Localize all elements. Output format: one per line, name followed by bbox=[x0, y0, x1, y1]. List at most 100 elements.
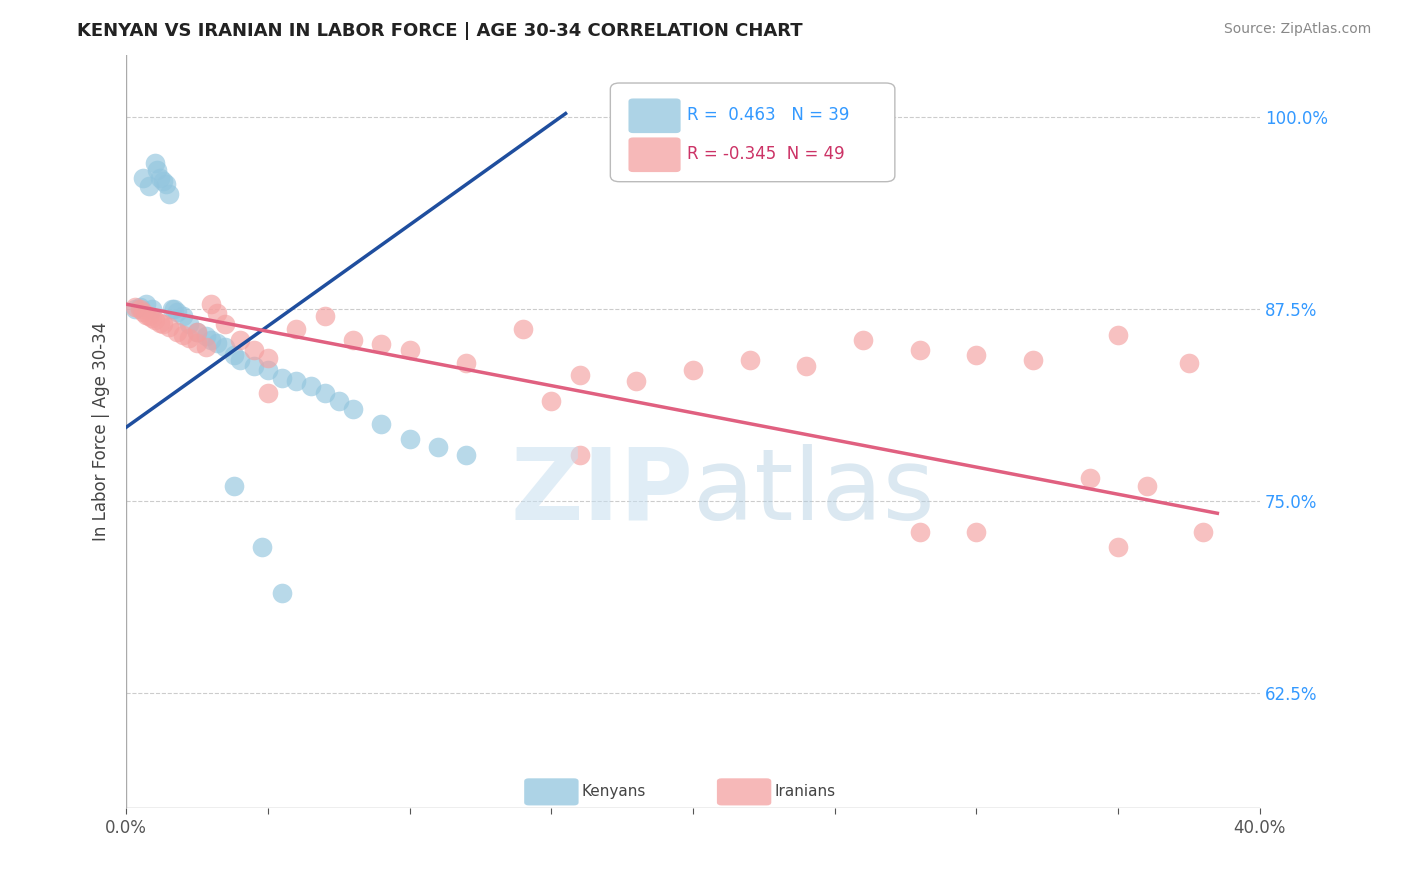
Point bbox=[1107, 540, 1129, 554]
Point bbox=[370, 417, 392, 431]
Point bbox=[540, 394, 562, 409]
Point bbox=[342, 333, 364, 347]
Point bbox=[155, 178, 177, 192]
Point bbox=[1022, 352, 1045, 367]
Point bbox=[299, 378, 322, 392]
Point bbox=[146, 163, 169, 178]
Point bbox=[852, 333, 875, 347]
Point bbox=[228, 352, 250, 367]
Point bbox=[149, 171, 172, 186]
Point bbox=[257, 351, 280, 365]
Point bbox=[398, 343, 420, 358]
Point bbox=[796, 359, 818, 373]
Point bbox=[1078, 471, 1101, 485]
Point bbox=[271, 586, 294, 600]
Point bbox=[568, 448, 591, 462]
FancyBboxPatch shape bbox=[717, 779, 772, 805]
Point bbox=[166, 305, 188, 319]
Y-axis label: In Labor Force | Age 30-34: In Labor Force | Age 30-34 bbox=[93, 322, 110, 541]
Point bbox=[163, 301, 186, 316]
Text: ZIP: ZIP bbox=[510, 443, 693, 541]
Point bbox=[135, 297, 157, 311]
Point bbox=[908, 524, 931, 539]
Point bbox=[908, 343, 931, 358]
Text: Source: ZipAtlas.com: Source: ZipAtlas.com bbox=[1223, 22, 1371, 37]
Point bbox=[143, 312, 166, 326]
Point bbox=[222, 348, 245, 362]
Point bbox=[172, 327, 194, 342]
Point bbox=[172, 310, 194, 324]
FancyBboxPatch shape bbox=[610, 83, 894, 182]
Point bbox=[257, 386, 280, 401]
Point bbox=[314, 310, 336, 324]
Text: Kenyans: Kenyans bbox=[582, 784, 647, 799]
FancyBboxPatch shape bbox=[524, 779, 579, 805]
Point bbox=[135, 308, 157, 322]
FancyBboxPatch shape bbox=[628, 98, 681, 133]
Point bbox=[328, 394, 350, 409]
Point bbox=[186, 325, 208, 339]
Text: Iranians: Iranians bbox=[775, 784, 835, 799]
Point bbox=[257, 363, 280, 377]
Point bbox=[222, 478, 245, 492]
Point bbox=[124, 301, 146, 316]
Text: R =  0.463   N = 39: R = 0.463 N = 39 bbox=[688, 106, 849, 124]
Point bbox=[129, 300, 152, 314]
Point bbox=[456, 448, 478, 462]
Point bbox=[143, 155, 166, 169]
Point bbox=[166, 325, 188, 339]
Point bbox=[132, 171, 155, 186]
Point bbox=[177, 331, 200, 345]
Point bbox=[152, 174, 174, 188]
Point bbox=[682, 363, 704, 377]
Point bbox=[252, 540, 274, 554]
Point bbox=[285, 322, 308, 336]
Point bbox=[427, 440, 450, 454]
Point bbox=[160, 301, 183, 316]
FancyBboxPatch shape bbox=[628, 137, 681, 172]
Point bbox=[966, 348, 988, 362]
Point bbox=[1192, 524, 1215, 539]
Point bbox=[129, 301, 152, 316]
Point bbox=[124, 300, 146, 314]
Point bbox=[512, 322, 534, 336]
Point bbox=[568, 368, 591, 382]
Point bbox=[342, 401, 364, 416]
Point bbox=[1107, 327, 1129, 342]
Point bbox=[228, 333, 250, 347]
Point bbox=[132, 305, 155, 319]
Point bbox=[966, 524, 988, 539]
Point bbox=[626, 374, 648, 388]
Point bbox=[214, 317, 236, 331]
Point bbox=[186, 325, 208, 339]
Point bbox=[398, 433, 420, 447]
Point bbox=[205, 306, 228, 320]
Point bbox=[177, 317, 200, 331]
Text: R = -0.345  N = 49: R = -0.345 N = 49 bbox=[688, 145, 845, 163]
Point bbox=[194, 329, 217, 343]
Text: KENYAN VS IRANIAN IN LABOR FORCE | AGE 30-34 CORRELATION CHART: KENYAN VS IRANIAN IN LABOR FORCE | AGE 3… bbox=[77, 22, 803, 40]
Point bbox=[456, 356, 478, 370]
Point bbox=[738, 352, 761, 367]
Text: atlas: atlas bbox=[693, 443, 935, 541]
Point bbox=[141, 301, 163, 316]
Point bbox=[157, 320, 180, 334]
Point bbox=[141, 311, 163, 326]
Point bbox=[138, 310, 160, 324]
Point bbox=[370, 337, 392, 351]
Point bbox=[1135, 478, 1157, 492]
Point bbox=[1178, 356, 1201, 370]
Point bbox=[194, 340, 217, 354]
Point bbox=[157, 186, 180, 201]
Point bbox=[200, 297, 222, 311]
Point bbox=[314, 386, 336, 401]
Point bbox=[200, 333, 222, 347]
Point bbox=[243, 359, 266, 373]
Point bbox=[214, 340, 236, 354]
Point bbox=[271, 371, 294, 385]
Point bbox=[205, 335, 228, 350]
Point bbox=[149, 316, 172, 330]
Point bbox=[285, 374, 308, 388]
Point bbox=[138, 178, 160, 193]
Point bbox=[152, 317, 174, 331]
